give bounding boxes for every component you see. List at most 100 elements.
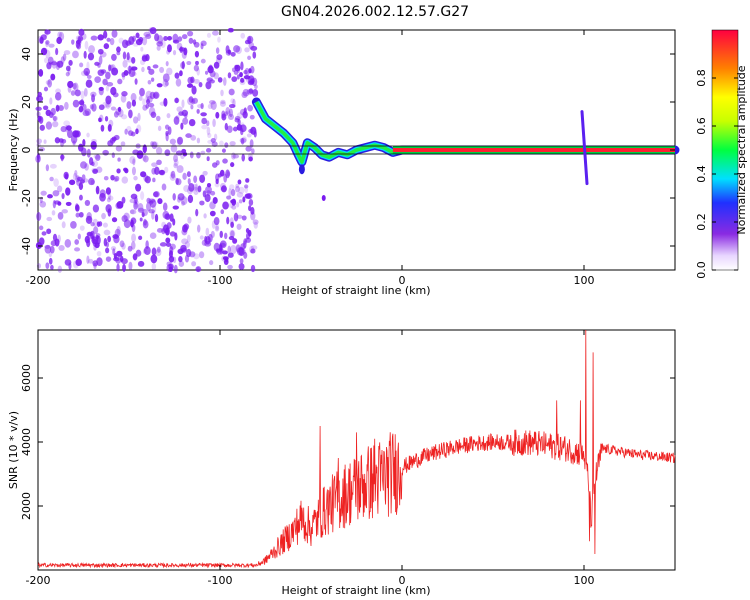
noise-blob <box>246 193 253 200</box>
noise-blob <box>233 45 241 53</box>
noise-blob <box>80 70 88 77</box>
noise-blob <box>200 102 204 110</box>
noise-blob <box>126 101 132 109</box>
noise-blob <box>177 36 183 42</box>
noise-blob <box>250 65 255 74</box>
noise-blob <box>135 128 139 135</box>
noise-blob <box>74 247 81 252</box>
noise-blob <box>130 209 135 215</box>
noise-blob <box>193 41 200 48</box>
noise-blob <box>97 34 105 41</box>
noise-blob <box>110 106 117 111</box>
noise-blob <box>217 77 223 83</box>
noise-blob <box>148 209 156 214</box>
noise-blob <box>207 103 213 109</box>
noise-blob <box>105 95 112 105</box>
noise-blob <box>79 225 85 231</box>
noise-blob <box>197 104 204 109</box>
noise-blob <box>86 132 90 138</box>
noise-blob <box>237 179 242 185</box>
noise-blob <box>110 246 117 251</box>
noise-blob <box>52 115 58 122</box>
noise-blob <box>43 139 47 144</box>
noise-blob <box>94 61 100 66</box>
noise-blob <box>206 156 210 162</box>
noise-blob <box>156 246 161 253</box>
noise-blob <box>243 251 248 259</box>
noise-blob <box>141 208 148 217</box>
noise-blob <box>180 196 188 205</box>
colorbar-tick-label: 0.2 <box>695 213 708 231</box>
spectrogram-xtick-label: -100 <box>208 274 233 287</box>
noise-blob <box>238 186 245 194</box>
noise-blob <box>127 130 134 136</box>
noise-blob <box>195 208 199 217</box>
noise-blob <box>149 232 157 240</box>
noise-blob <box>86 212 92 221</box>
noise-blob <box>36 152 41 160</box>
noise-blob <box>224 232 228 240</box>
noise-blob <box>142 248 147 254</box>
noise-blob <box>201 124 208 130</box>
noise-blob <box>230 162 235 168</box>
noise-blob <box>244 186 249 194</box>
noise-blob <box>190 104 194 110</box>
noise-blob <box>105 85 109 92</box>
noise-blob <box>247 104 253 112</box>
noise-blob <box>93 226 99 235</box>
noise-blob <box>78 106 84 113</box>
noise-blob <box>140 171 147 178</box>
noise-blob <box>146 197 151 204</box>
noise-blob <box>209 260 214 266</box>
noise-blob <box>141 153 147 162</box>
noise-blob <box>174 72 180 79</box>
noise-blob <box>163 224 169 234</box>
noise-blob <box>98 86 104 91</box>
noise-blob <box>108 64 112 72</box>
noise-blob <box>106 197 111 203</box>
noise-blob <box>156 159 162 166</box>
noise-blob <box>106 99 112 108</box>
noise-blob <box>172 50 177 56</box>
noise-blob <box>239 80 246 86</box>
noise-blob <box>116 263 120 272</box>
noise-blob <box>226 171 231 177</box>
noise-blob <box>181 99 185 108</box>
spectrogram-xtick-label: -200 <box>26 274 51 287</box>
noise-blob <box>111 53 117 61</box>
noise-blob <box>229 141 236 146</box>
noise-blob <box>113 235 120 244</box>
noise-blob <box>251 148 255 155</box>
noise-blob <box>145 33 152 40</box>
noise-blob <box>220 99 226 105</box>
noise-blob <box>217 36 221 43</box>
noise-blob <box>243 69 248 75</box>
noise-blob <box>75 203 79 211</box>
noise-blob <box>165 237 171 244</box>
noise-blob <box>232 126 238 132</box>
noise-blob <box>122 51 127 60</box>
noise-blob <box>131 71 137 77</box>
noise-blob <box>220 89 224 97</box>
noise-blob <box>250 126 257 135</box>
noise-blob <box>115 202 121 209</box>
isolated-blob <box>321 195 326 201</box>
noise-blob <box>74 239 80 245</box>
noise-blob <box>208 64 213 71</box>
noise-blob <box>83 87 88 97</box>
noise-blob <box>55 47 59 56</box>
noise-blob <box>90 230 95 240</box>
noise-blob <box>249 245 255 254</box>
noise-blob <box>130 241 136 250</box>
noise-blob <box>64 124 69 133</box>
noise-blob <box>141 55 148 62</box>
noise-blob <box>177 196 181 203</box>
noise-blob <box>172 205 179 210</box>
noise-blob <box>242 88 250 97</box>
noise-blob <box>205 227 210 237</box>
noise-blob <box>43 105 49 111</box>
noise-blob <box>241 153 246 162</box>
noise-blob <box>94 76 101 83</box>
noise-blob <box>147 65 151 71</box>
